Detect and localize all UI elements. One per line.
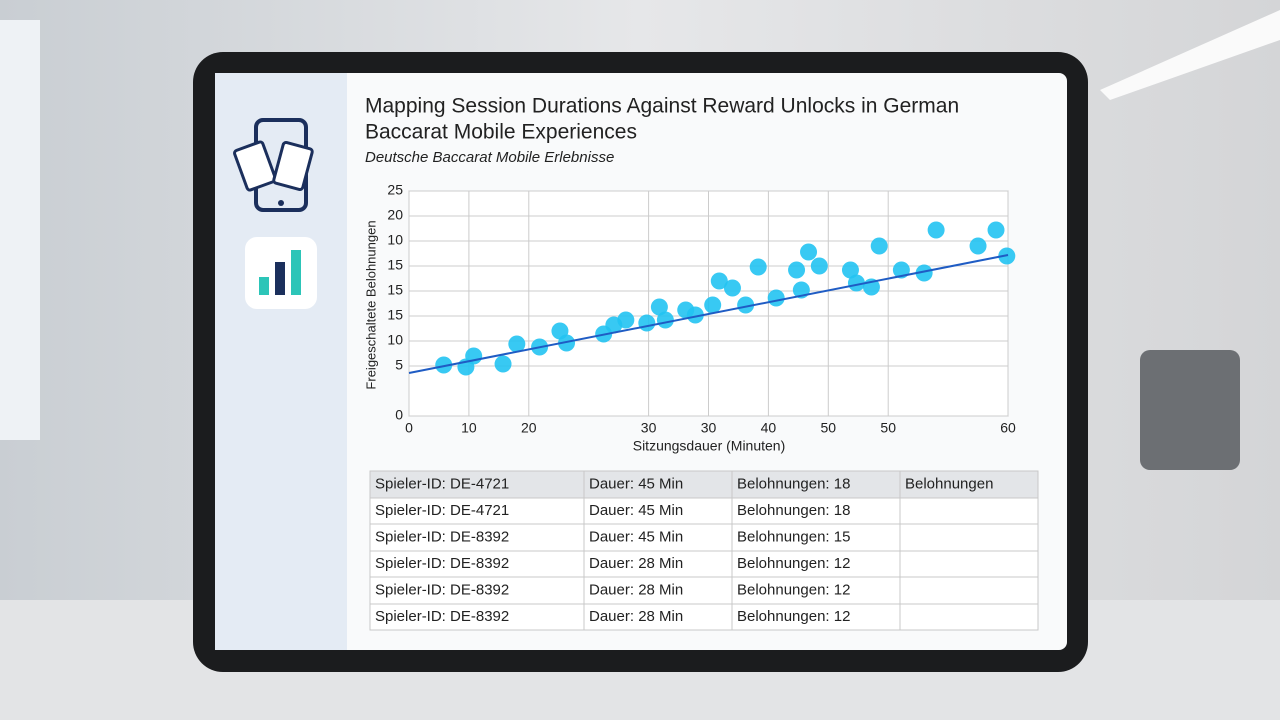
y-tick-label: 5 [395,357,403,373]
ceiling-light [1100,10,1280,100]
point [788,261,806,279]
point [749,258,767,276]
table-cell: Spieler-ID: DE-8392 [375,608,509,625]
point [686,306,704,324]
table-cell: Belohnungen: 15 [737,528,850,545]
y-tick-label: 10 [387,332,403,348]
x-tick-label: 0 [405,420,413,436]
table-cell: Spieler-ID: DE-8392 [375,528,509,545]
table-cell: Dauer: 28 Min [589,608,683,625]
app-icon-cards [233,118,314,212]
point [435,356,453,374]
y-tick-label: 15 [387,257,403,273]
y-tick-label: 15 [387,307,403,323]
table-cell: Belohnungen: 18 [737,475,850,492]
point [723,279,741,297]
point [704,296,722,314]
plot: 0 5 10 15 15 15 10 20 25 0 10 20 30 30 40 50 50 60 [387,182,1016,436]
app-icon-chart [245,237,317,309]
table-row [369,603,1039,631]
x-tick-label: 10 [461,420,477,436]
table-cell: Belohnungen: 12 [737,608,850,625]
table-cell: Spieler-ID: DE-4721 [375,502,509,519]
table-cell: Spieler-ID: DE-8392 [375,555,509,572]
y-tick-label: 0 [395,407,403,423]
table-cell: Dauer: 45 Min [589,528,683,545]
table-cell: Belohnungen [905,475,993,492]
table-cell: Dauer: 45 Min [589,475,683,492]
table-cell: Spieler-ID: DE-8392 [375,581,509,598]
point [987,221,1005,239]
point [508,335,526,353]
point [915,264,933,282]
table-cell: Dauer: 45 Min [589,502,683,519]
point [650,298,668,316]
point [710,272,728,290]
y-tick-label: 20 [387,207,403,223]
point [969,237,987,255]
point [638,314,656,332]
table-row [369,497,1039,525]
title: Mapping Session Durations Against Reward… [365,95,959,118]
x-tick-label: 40 [761,420,777,436]
point [558,334,576,352]
table-row [369,523,1039,552]
y-axis-label: Freigeschaltete Belohnungen [363,220,378,389]
x-tick-label: 30 [641,420,657,436]
x-tick-label: 20 [521,420,537,436]
x-tick-label: 60 [1000,420,1016,436]
y-tick-label: 10 [387,232,403,248]
trend-line [408,254,1009,374]
x-tick-label: 50 [821,420,837,436]
y-tick-label: 15 [387,282,403,298]
table-row [369,470,1039,499]
point [656,311,674,329]
point [767,289,785,307]
x-axis-label: Sitzungsdauer (Minuten) [633,438,786,454]
point [494,355,512,373]
table: Spieler-ID: DE-4721 Dauer: 45 Min Belohnun… [369,470,1039,631]
window [0,20,40,440]
y-tick-label: 25 [387,182,403,198]
table-row [369,576,1039,605]
table-cell: Belohnungen: 18 [737,502,850,519]
point [927,221,945,239]
point [800,243,818,261]
point [617,311,635,329]
title: Baccarat Mobile Experiences [365,121,637,144]
x-tick-label: 50 [880,420,896,436]
point [841,261,859,279]
table-cell: Dauer: 28 Min [589,555,683,572]
table-cell: Dauer: 28 Min [589,581,683,598]
x-tick-label: 30 [701,420,717,436]
table-cell: Belohnungen: 12 [737,581,850,598]
table-cell: Spieler-ID: DE-4721 [375,475,509,492]
point [810,257,828,275]
point [870,237,888,255]
subtitle: Deutsche Baccarat Mobile Erlebnisse [365,149,614,166]
chair [1140,350,1240,470]
point [737,296,755,314]
table-cell: Belohnungen: 12 [737,555,850,572]
point [847,274,865,292]
